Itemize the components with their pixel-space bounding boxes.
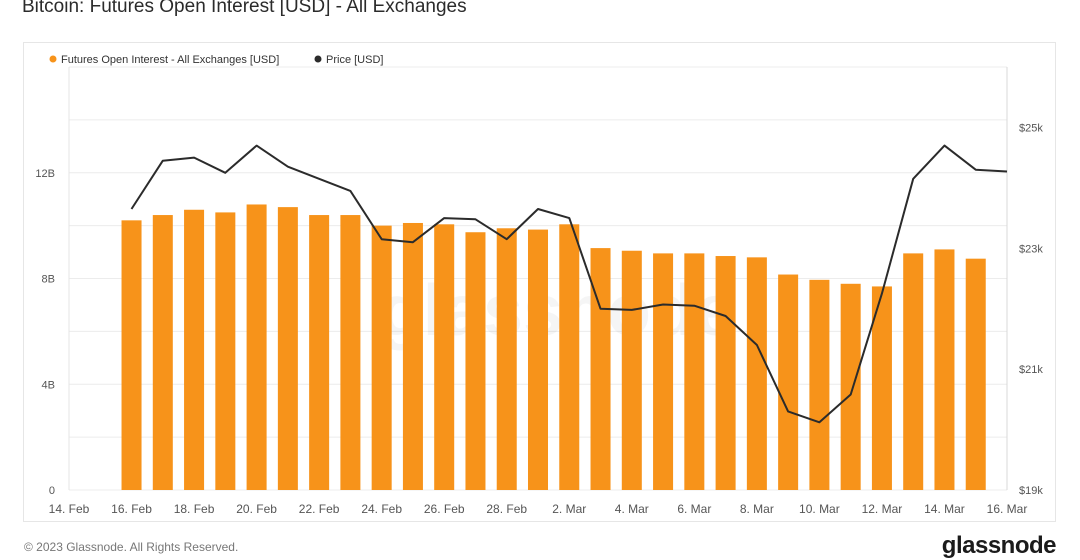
- oi-bar: [434, 224, 455, 490]
- x-tick-label: 24. Feb: [361, 502, 402, 516]
- oi-bar: [809, 279, 830, 490]
- oi-bar: [903, 253, 924, 490]
- oi-bar: [746, 257, 767, 490]
- y-left-tick-label: 12B: [35, 168, 55, 180]
- oi-bar: [559, 224, 580, 490]
- oi-bar: [184, 209, 205, 490]
- chart-frame: glassnode 0 4B 8B 12B $19k $21k $23k $25k 14. Fe…: [23, 42, 1056, 522]
- x-tick-label: 8. Mar: [740, 502, 774, 516]
- x-tick-label: 10. Mar: [799, 502, 840, 516]
- y-right-tick-label: $25k: [1019, 122, 1043, 134]
- price-line: [130, 144, 1008, 424]
- x-tick-label: 12. Mar: [862, 502, 903, 516]
- oi-bar: [965, 258, 986, 490]
- oi-bar: [715, 256, 736, 490]
- footer-brand-logo: glassnode: [941, 532, 1057, 559]
- oi-bar: [527, 229, 549, 490]
- oi-bar: [277, 207, 298, 490]
- x-tick-label: 20. Feb: [236, 502, 277, 516]
- oi-bar: [371, 225, 392, 490]
- oi-bar: [496, 228, 517, 491]
- oi-bar: [684, 253, 705, 490]
- y-left-tick-label: 0: [49, 485, 55, 497]
- oi-bar: [152, 215, 173, 491]
- oi-bar: [653, 253, 674, 490]
- oi-bar: [309, 215, 330, 491]
- oi-bar: [465, 232, 486, 490]
- oi-bar: [402, 222, 423, 490]
- y-left-tick-label: 4B: [42, 379, 55, 391]
- oi-bar: [621, 250, 642, 490]
- oi-bar: [778, 274, 799, 490]
- oi-bar: [121, 220, 142, 490]
- legend-label-price: Price [USD]: [326, 54, 383, 66]
- legend-swatch-price: [314, 55, 322, 63]
- legend-swatch-oi: [49, 55, 57, 63]
- x-tick-label: 16. Mar: [987, 502, 1028, 516]
- x-tick-label: 26. Feb: [424, 502, 465, 516]
- chart-svg: glassnode 0 4B 8B 12B $19k $21k $23k $25k 14. Fe…: [35, 54, 1043, 516]
- y-right-tick-label: $19k: [1019, 485, 1043, 497]
- y-right-tick-label: $21k: [1019, 364, 1043, 376]
- x-tick-label: 18. Feb: [174, 502, 215, 516]
- oi-bar: [340, 215, 361, 491]
- x-tick-label: 2. Mar: [552, 502, 586, 516]
- oi-bar: [246, 204, 267, 490]
- x-tick-label: 28. Feb: [486, 502, 527, 516]
- page-title: Bitcoin: Futures Open Interest [USD] - A…: [22, 0, 467, 17]
- oi-bar: [590, 248, 611, 490]
- x-tick-label: 22. Feb: [299, 502, 340, 516]
- y-right-tick-label: $23k: [1019, 243, 1043, 255]
- footer-copyright: © 2023 Glassnode. All Rights Reserved.: [24, 540, 239, 554]
- x-tick-label: 16. Feb: [111, 502, 152, 516]
- oi-bar: [840, 283, 861, 490]
- y-left-tick-label: 8B: [42, 274, 55, 286]
- oi-bar: [215, 212, 236, 490]
- watermark: glassnode: [379, 271, 735, 351]
- x-tick-label: 6. Mar: [677, 502, 711, 516]
- oi-bar: [871, 286, 892, 490]
- oi-bar: [934, 249, 955, 490]
- x-tick-label: 14. Mar: [924, 502, 965, 516]
- x-tick-label: 4. Mar: [615, 502, 649, 516]
- legend-label-oi: Futures Open Interest - All Exchanges [U…: [61, 54, 279, 66]
- x-tick-label: 14. Feb: [49, 502, 90, 516]
